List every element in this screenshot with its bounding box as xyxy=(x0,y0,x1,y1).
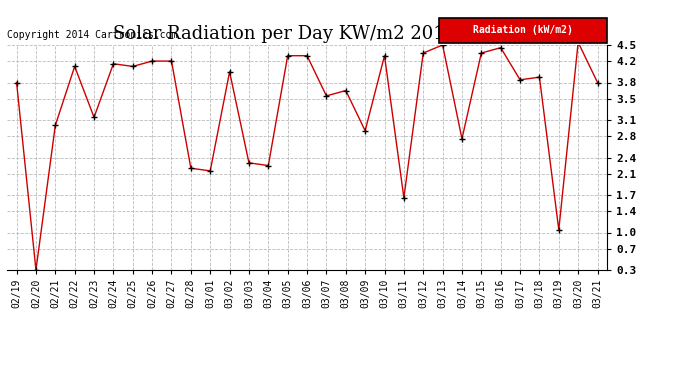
FancyBboxPatch shape xyxy=(439,18,607,43)
Text: Copyright 2014 Cartronics.com: Copyright 2014 Cartronics.com xyxy=(7,30,177,40)
Title: Solar Radiation per Day KW/m2 20140321: Solar Radiation per Day KW/m2 20140321 xyxy=(112,26,502,44)
Text: Radiation (kW/m2): Radiation (kW/m2) xyxy=(473,26,573,35)
